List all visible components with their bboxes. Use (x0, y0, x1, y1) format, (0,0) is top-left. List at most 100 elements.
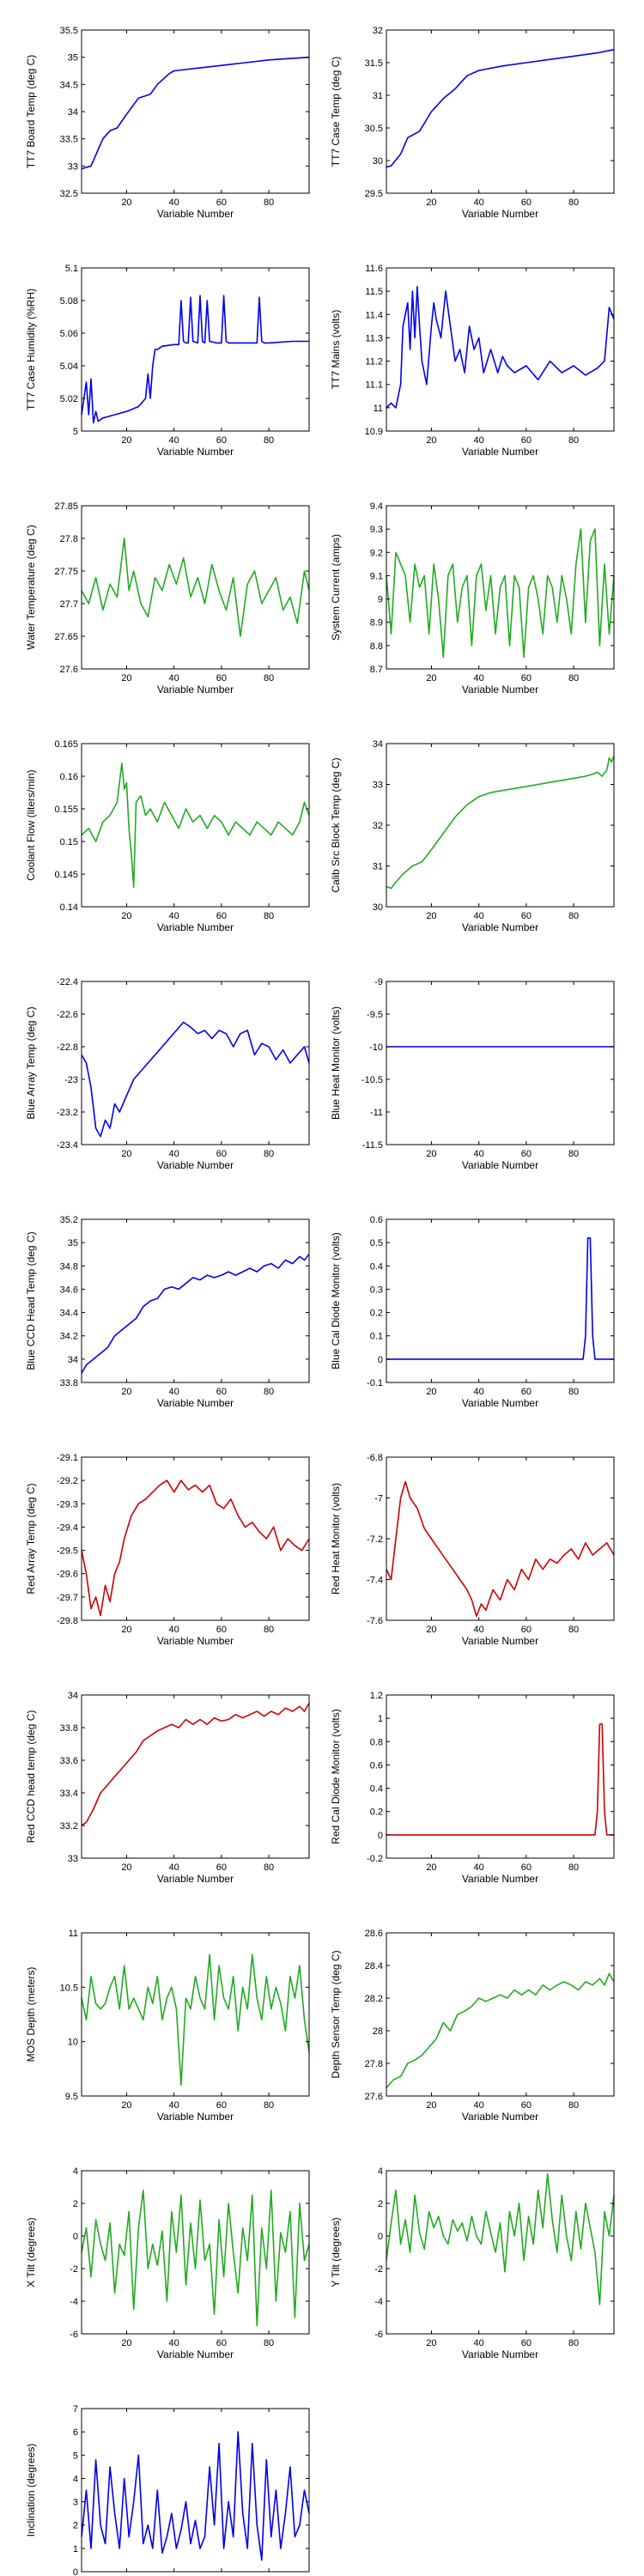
data-series-line (81, 2190, 310, 2327)
x-tick-label: 60 (216, 2100, 227, 2111)
x-tick-label: 80 (264, 1625, 274, 1635)
x-tick-label: 40 (169, 1149, 179, 1159)
y-tick-label: 35 (68, 53, 78, 64)
y-tick-label: 34.4 (60, 1309, 78, 1319)
data-series-line (386, 285, 615, 409)
y-tick-label: 27.8 (60, 534, 78, 544)
plot-frame (81, 981, 310, 1145)
y-tick-label: -4 (70, 2297, 78, 2307)
y-axis-label: Water Temperature (deg C) (25, 525, 37, 649)
y-tick-label: 0 (73, 2567, 78, 2576)
y-tick-label: 33 (68, 1854, 78, 1864)
y-tick-label: 0 (378, 1355, 383, 1365)
x-axis-label: Variable Number (157, 1397, 234, 1409)
y-tick-label: 0.5 (370, 1238, 383, 1249)
y-tick-label: 30 (373, 902, 383, 913)
y-axis-label: TT7 Case Humidity (%RH) (25, 289, 37, 410)
y-tick-label: 0.15 (60, 837, 78, 848)
y-tick-label: -9.5 (367, 1010, 383, 1020)
x-tick-label: 40 (474, 435, 484, 446)
y-axis-label: Y Tilt (degrees) (330, 2217, 342, 2287)
x-tick-label: 80 (568, 673, 579, 683)
x-tick-label: 20 (121, 435, 131, 446)
y-tick-label: 8.9 (370, 618, 383, 629)
y-tick-label: -29.6 (57, 1570, 78, 1580)
plot-frame (386, 267, 615, 432)
x-tick-label: 60 (521, 1862, 532, 1873)
x-axis-label: Variable Number (462, 683, 538, 696)
x-tick-label: 80 (568, 2100, 579, 2111)
x-axis-label: Variable Number (462, 921, 538, 933)
chart-panel: 20 40 60 80 30 31 32 33 34 Variable Number Calib S… (330, 739, 615, 933)
y-tick-label: -7 (374, 1494, 383, 1504)
chart-panel: 20 40 60 80 9.5 10 10.5 11 Variable Number MOS De… (25, 1929, 310, 2123)
x-tick-label: 40 (474, 197, 484, 208)
y-tick-label: 34.5 (60, 80, 78, 90)
y-axis-label: Calib Src Block Temp (deg C) (330, 757, 342, 892)
y-tick-label: 1.2 (370, 1691, 383, 1701)
y-tick-label: 27.7 (60, 599, 78, 610)
y-tick-label: -4 (374, 2297, 383, 2307)
x-tick-label: 80 (568, 1387, 579, 1397)
x-tick-label: 20 (426, 197, 436, 208)
y-tick-label: 0.145 (54, 870, 78, 880)
y-tick-label: 11.1 (365, 380, 383, 391)
y-tick-label: -11 (370, 1108, 383, 1118)
y-axis-label: Blue Cal Diode Monitor (volts) (330, 1232, 342, 1369)
x-tick-label: 60 (216, 1862, 227, 1873)
y-axis-label: TT7 Case Temp (deg C) (330, 57, 342, 167)
y-tick-label: 33.4 (60, 1789, 78, 1799)
x-tick-label: 20 (426, 2338, 436, 2348)
y-axis-label: X Tilt (degrees) (25, 2217, 37, 2287)
y-tick-label: 11.4 (365, 310, 383, 320)
y-tick-label: 30.5 (365, 124, 383, 134)
x-tick-label: 60 (216, 197, 227, 208)
y-axis-label: Red CCD head temp (deg C) (25, 1710, 37, 1844)
x-tick-label: 40 (474, 673, 484, 683)
y-tick-label: -2 (374, 2264, 383, 2275)
y-tick-label: 6 (73, 2427, 78, 2438)
y-axis-label: MOS Depth (meters) (25, 1967, 37, 2063)
x-axis-label: Variable Number (157, 2348, 234, 2360)
y-tick-label: 35 (68, 1238, 78, 1249)
y-tick-label: 2 (73, 2521, 78, 2531)
x-tick-label: 20 (426, 911, 436, 921)
plot-frame (81, 505, 310, 670)
y-tick-label: 11 (374, 404, 383, 414)
y-tick-label: 34 (68, 107, 78, 118)
y-tick-label: -29.3 (57, 1499, 78, 1510)
y-tick-label: 0 (378, 2232, 383, 2242)
x-axis-label: Variable Number (157, 1635, 234, 1647)
y-tick-label: -9 (374, 977, 383, 987)
x-tick-label: 40 (169, 2338, 179, 2348)
x-tick-label: 60 (521, 673, 532, 683)
y-tick-label: 0.16 (60, 772, 78, 782)
y-tick-label: 28.6 (365, 1929, 383, 1939)
y-tick-label: 0 (378, 1831, 383, 1841)
x-tick-label: 20 (426, 1625, 436, 1635)
y-tick-label: 33 (373, 781, 383, 791)
y-tick-label: -29.8 (57, 1616, 78, 1626)
chart-panel: 20 40 60 80 0.14 0.145 0.15 0.155 0.16 0.165 Varia… (25, 739, 310, 933)
x-tick-label: 60 (216, 1149, 227, 1159)
x-tick-label: 60 (216, 911, 227, 921)
y-axis-label: Red Cal Diode Monitor (volts) (330, 1709, 342, 1844)
y-tick-label: 0.14 (60, 902, 78, 913)
y-tick-label: 0.165 (54, 739, 78, 750)
y-tick-label: 34.2 (60, 1332, 78, 1342)
x-axis-label: Variable Number (157, 208, 234, 220)
chart-panel: 20 40 60 80 33 33.2 33.4 33.6 33.8 34 Variable Num… (25, 1691, 310, 1885)
data-series-line (386, 1723, 614, 1836)
plot-frame (386, 1456, 615, 1621)
x-tick-label: 20 (121, 2100, 131, 2111)
x-tick-label: 80 (264, 1149, 274, 1159)
plot-frame (386, 1932, 615, 2097)
y-axis-label: Red Heat Monitor (volts) (330, 1483, 342, 1595)
chart-panel: 20 40 60 80 32.5 33 33.5 34 34.5 35 35.5 Variable N… (25, 26, 310, 220)
x-tick-label: 20 (121, 911, 131, 921)
y-tick-label: 5.04 (60, 361, 78, 372)
y-axis-label: Blue Array Temp (deg C) (25, 1006, 37, 1119)
chart-panel: 20 40 60 80 -7.6 -7.4 -7.2 -7 -6.8 Variable Numbe… (330, 1453, 615, 1647)
chart-panel: 20 40 60 80 33.8 34 34.2 34.4 34.6 34.8 35 35.2 Vari… (25, 1215, 310, 1409)
x-tick-label: 80 (264, 2100, 274, 2111)
